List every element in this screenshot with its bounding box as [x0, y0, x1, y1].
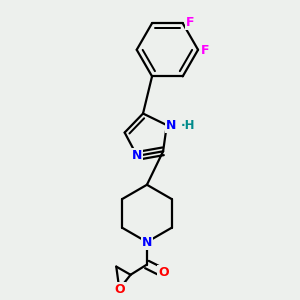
Text: ·H: ·H: [181, 118, 196, 132]
Text: F: F: [186, 16, 194, 29]
Text: N: N: [132, 149, 142, 162]
Text: O: O: [114, 283, 124, 296]
Text: N: N: [142, 236, 152, 248]
Text: O: O: [158, 266, 169, 279]
Text: F: F: [201, 44, 209, 57]
Text: N: N: [166, 118, 176, 132]
